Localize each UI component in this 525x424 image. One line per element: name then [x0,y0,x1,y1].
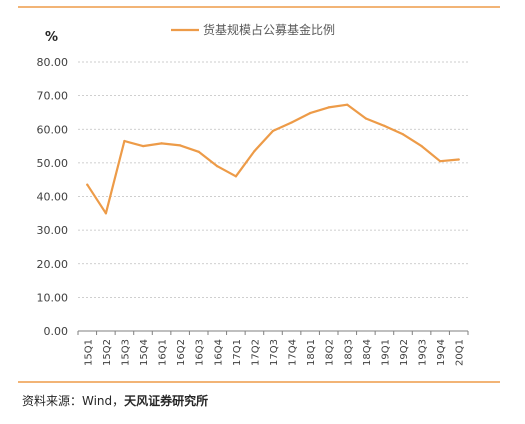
x-tick-label: 18Q3 [343,339,354,366]
data-point [383,124,386,127]
legend: 货基规模占公募基金比例 [171,22,335,37]
data-point [420,144,423,148]
legend-label: 货基规模占公募基金比例 [203,22,335,37]
data-point [86,183,89,186]
y-tick-label: 20.00 [37,258,69,271]
y-tick-label: 0.00 [44,325,69,338]
y-tick-label: 80.00 [37,56,69,69]
x-tick-label: 19Q4 [436,339,447,366]
y-tick-label: 30.00 [37,224,69,237]
x-tick-label: 16Q3 [195,339,206,366]
data-point [197,150,200,153]
data-point [179,144,182,147]
y-tick-label: 10.00 [37,291,69,304]
x-tick-label: 16Q4 [213,339,224,366]
data-point [401,133,405,136]
data-point [364,117,367,120]
data-point [309,112,312,115]
x-tick-label: 18Q2 [325,339,336,366]
data-point [253,150,256,153]
x-tick-label: 17Q3 [269,339,280,366]
source-prefix: 资料来源：Wind， [22,394,125,408]
data-point [290,121,293,124]
data-point [104,212,107,215]
y-unit-label: % [45,30,58,45]
y-tick-label: 40.00 [37,191,69,204]
x-tick-label: 19Q2 [399,339,410,366]
x-tick-label: 19Q3 [418,339,429,366]
source-brand: 天风证券研究所 [124,394,209,408]
data-point [141,144,145,148]
x-tick-label: 17Q4 [288,339,299,366]
x-axis [77,330,469,335]
x-tick-label: 17Q1 [232,339,243,366]
y-tick-label: 50.00 [37,157,69,170]
x-tick-label: 15Q2 [102,339,113,366]
x-tick-label: 15Q4 [139,339,150,366]
data-point [271,129,275,133]
x-tick-label: 18Q1 [306,339,317,366]
data-point [160,142,163,145]
y-tick-label: 60.00 [37,123,69,136]
y-tick-label: 70.00 [37,90,69,103]
x-tick-label: 17Q2 [250,339,261,366]
x-tick-label: 16Q2 [176,339,187,366]
x-tick-label: 18Q4 [362,339,373,366]
x-tick-label: 15Q1 [83,339,94,366]
x-tick-labels: 15Q1 15Q2 15Q3 15Q4 16Q1 16Q2 16Q3 16Q4 17Q1 17Q2… [83,339,465,366]
data-point [234,175,237,178]
data-point [123,139,126,143]
x-tick-label: 15Q3 [120,339,131,366]
x-tick-label: 20Q1 [455,339,466,366]
y-tick-labels: 0.00 10.00 20.00 30.00 40.00 50.00 60.00 70.00 8… [37,56,69,338]
series-layer [86,103,460,215]
x-tick-label: 19Q1 [380,339,391,366]
data-point [457,158,460,161]
gridlines [78,61,468,298]
data-point [439,160,442,163]
series-line [86,103,460,215]
data-point [327,106,330,109]
x-tick-label: 16Q1 [158,339,169,366]
source-note: 资料来源：Wind，天风证券研究所 [22,392,208,409]
data-point [216,165,219,168]
data-point [346,103,349,106]
